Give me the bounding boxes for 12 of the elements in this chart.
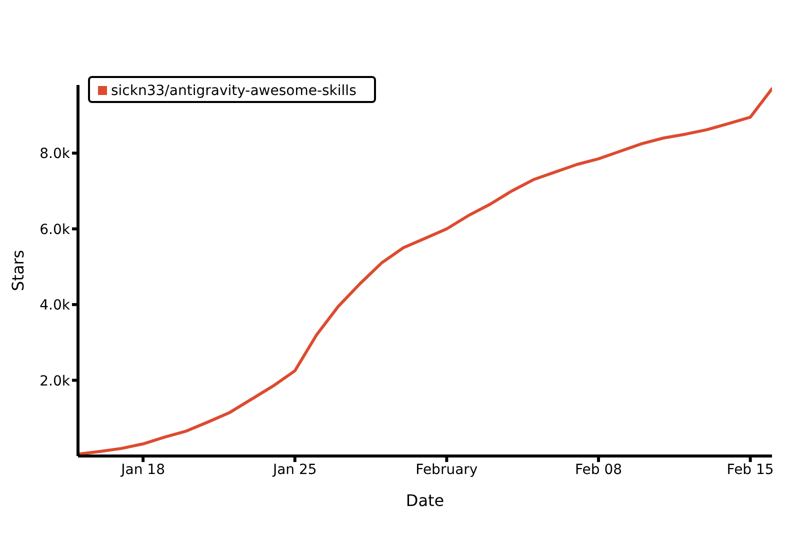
y-axis-title: Stars	[8, 250, 28, 292]
legend-label: sickn33/antigravity-awesome-skills	[111, 83, 356, 99]
x-tick-label: Jan 18	[120, 462, 165, 478]
y-tick-label: 2.0k	[40, 373, 71, 390]
y-tick-label: 8.0k	[40, 146, 71, 162]
y-tick-label: 6.0k	[40, 222, 71, 238]
x-tick-label: February	[416, 462, 478, 478]
x-tick-label: Jan 25	[272, 462, 317, 478]
x-tick-label: Feb 15	[726, 462, 774, 478]
x-axis-title: Date	[406, 491, 444, 510]
x-tick-label: Feb 08	[574, 462, 622, 478]
y-tick-label: 4.0k	[40, 298, 71, 314]
